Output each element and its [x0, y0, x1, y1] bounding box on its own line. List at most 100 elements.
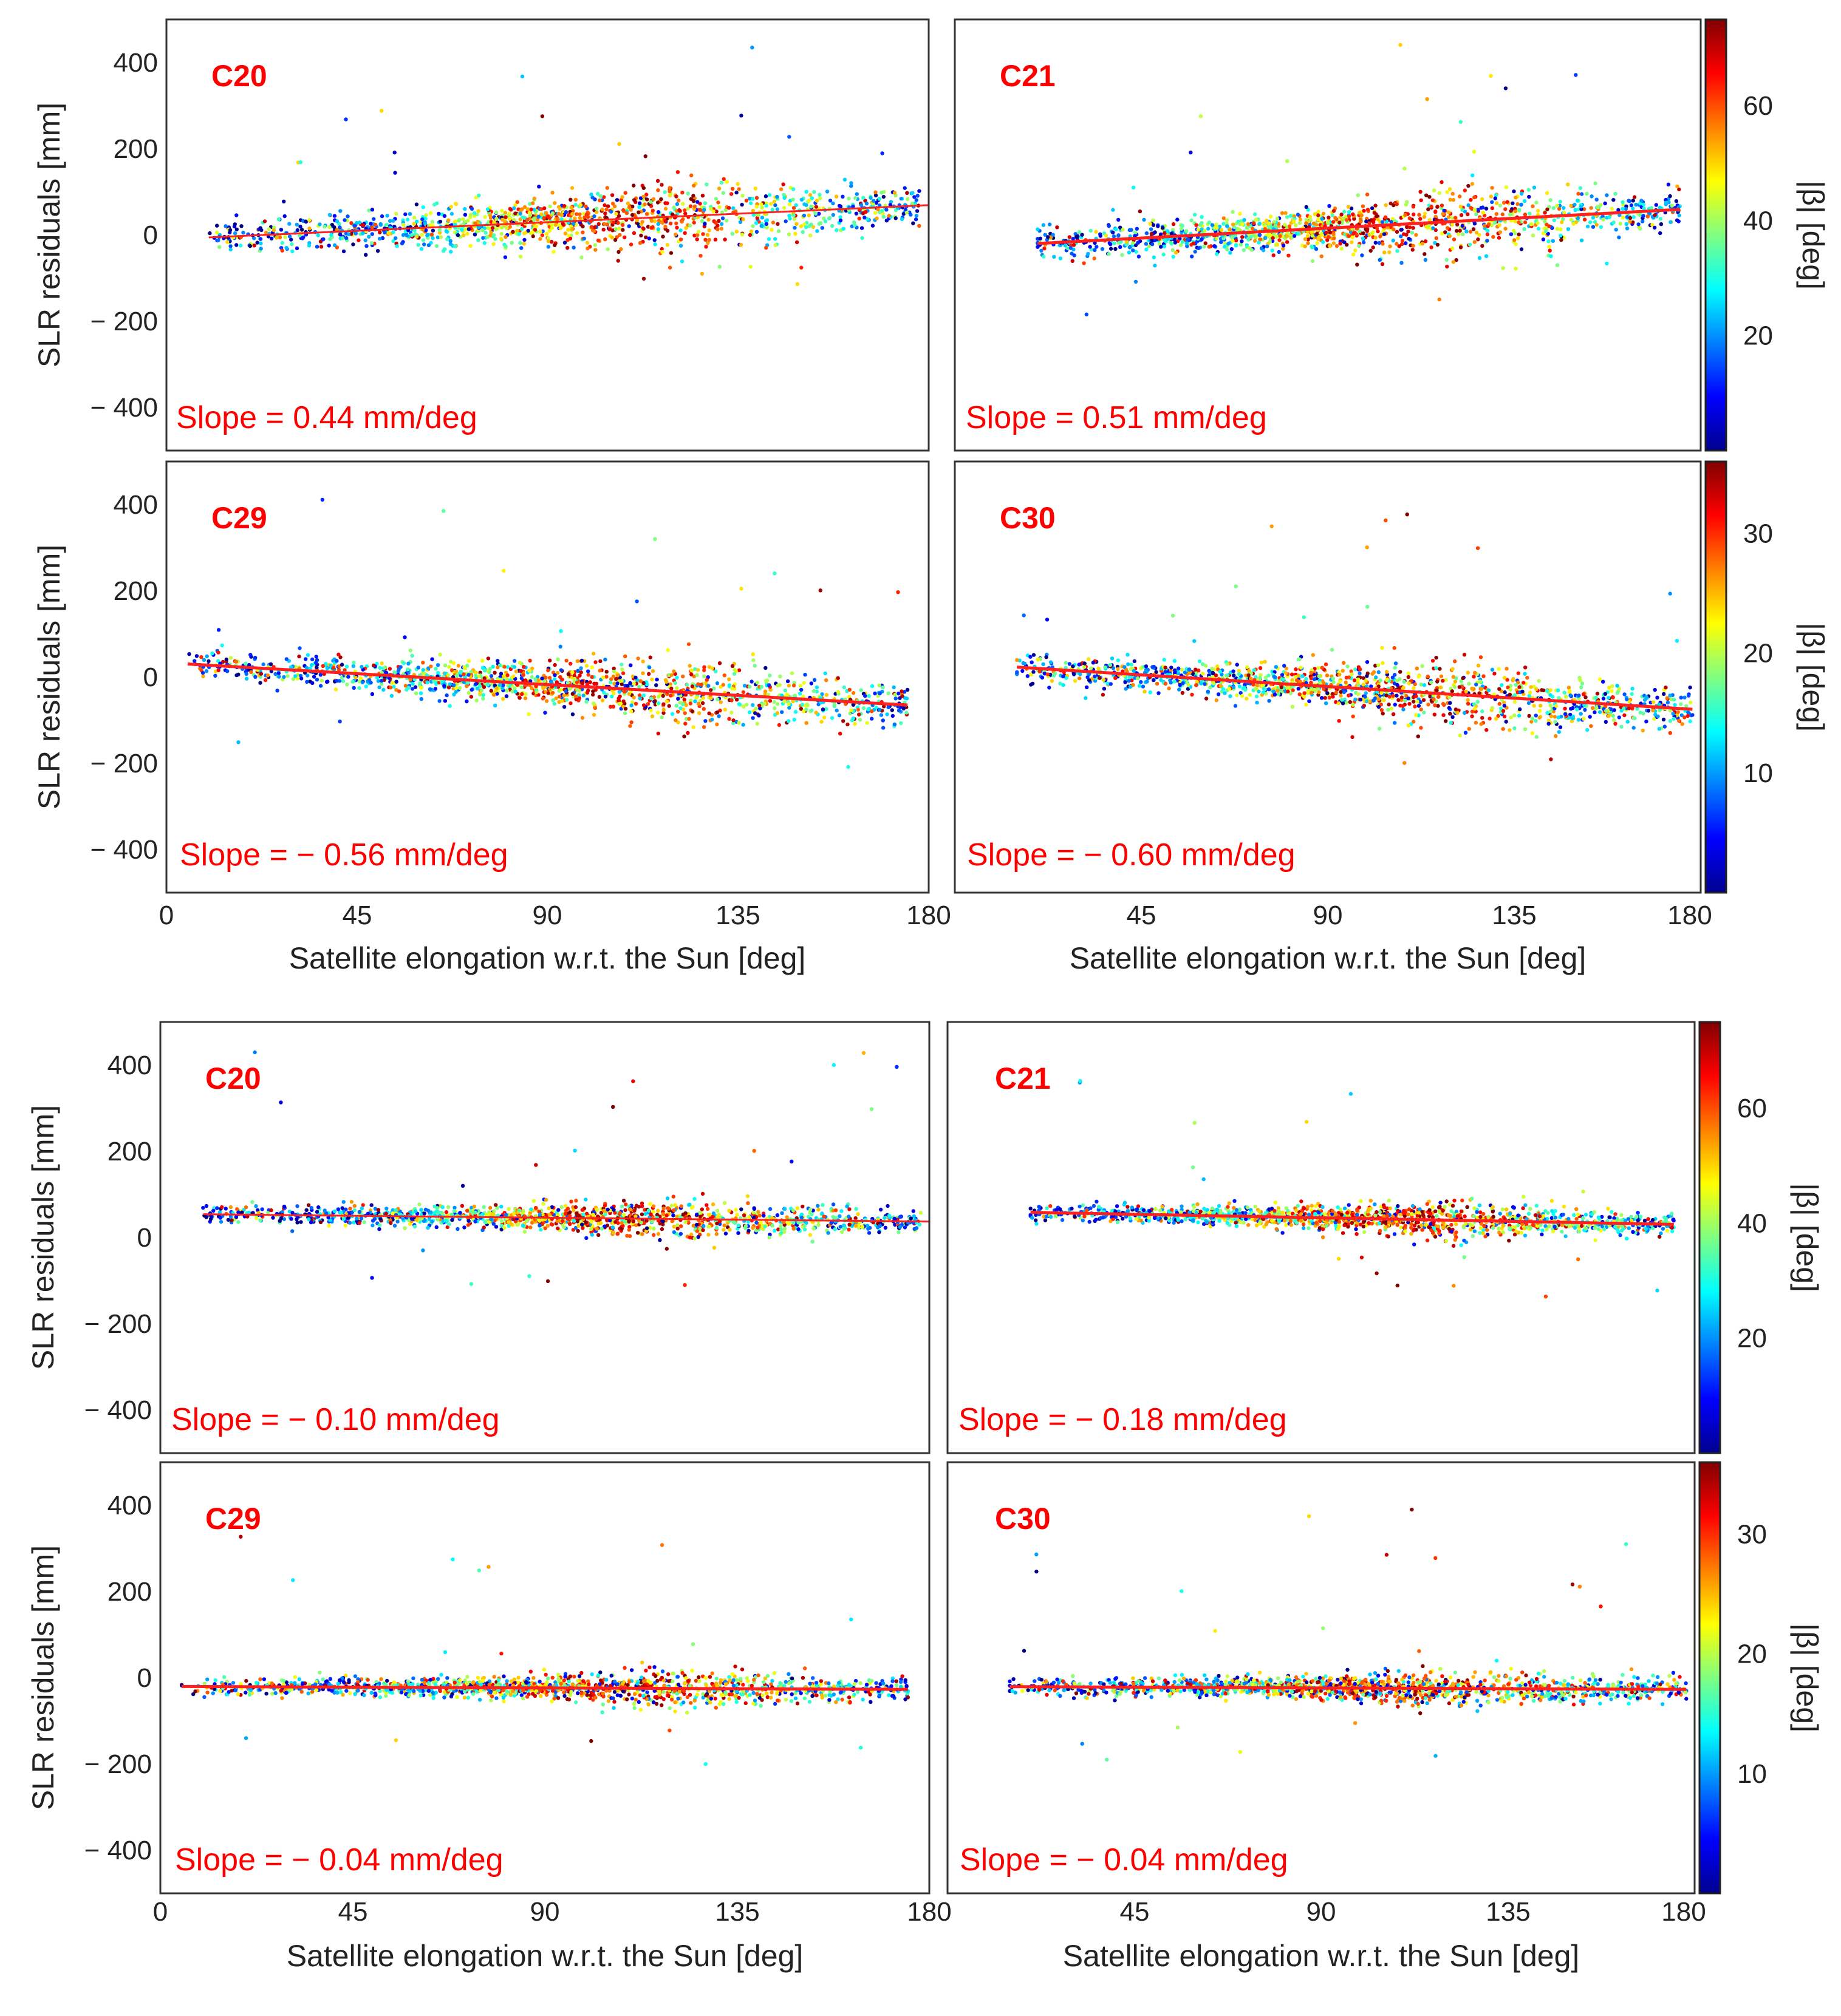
data-point	[790, 671, 794, 676]
data-point	[647, 665, 652, 670]
data-point	[504, 244, 508, 249]
data-point	[693, 667, 697, 672]
data-point	[370, 692, 375, 696]
data-point	[1556, 688, 1560, 693]
data-point	[1345, 664, 1350, 669]
data-point	[1631, 220, 1635, 225]
data-point	[1178, 243, 1183, 247]
data-point	[1237, 669, 1242, 673]
data-point	[352, 660, 356, 665]
data-point	[228, 247, 233, 252]
data-point	[1590, 194, 1594, 199]
data-point	[638, 196, 643, 200]
data-point	[1669, 220, 1673, 224]
data-point	[612, 666, 616, 671]
data-point	[268, 662, 273, 667]
data-point	[565, 245, 570, 250]
data-point	[1277, 238, 1282, 242]
data-point	[255, 240, 259, 245]
data-point	[1347, 214, 1351, 219]
data-point	[861, 196, 866, 200]
data-point	[695, 233, 700, 237]
data-point	[914, 198, 919, 202]
data-point	[1386, 707, 1390, 712]
data-point	[1545, 207, 1549, 211]
data-point	[310, 663, 314, 667]
data-point	[383, 665, 388, 670]
data-point	[1464, 230, 1469, 234]
data-point	[476, 238, 480, 242]
data-point	[823, 219, 828, 223]
data-point	[880, 191, 884, 195]
data-point	[258, 226, 262, 230]
data-point	[705, 233, 710, 237]
data-point	[721, 683, 726, 687]
data-point	[1360, 253, 1364, 257]
data-point	[1127, 245, 1132, 250]
data-point	[1429, 204, 1433, 209]
data-point	[575, 231, 579, 236]
data-point	[578, 216, 582, 220]
data-point	[1238, 242, 1243, 247]
data-point	[401, 222, 406, 227]
data-point	[418, 691, 423, 695]
data-point	[315, 245, 319, 249]
data-point	[446, 673, 451, 677]
data-point	[886, 705, 890, 709]
data-point	[1144, 247, 1149, 252]
data-point	[1384, 203, 1388, 208]
data-point	[641, 703, 646, 707]
data-point	[1349, 206, 1354, 211]
data-point	[579, 255, 584, 260]
data-point	[1313, 212, 1317, 216]
data-point	[714, 209, 719, 214]
data-point	[1337, 220, 1342, 225]
data-point	[668, 265, 672, 270]
data-point	[1321, 211, 1326, 216]
data-point	[454, 219, 458, 223]
data-point	[1641, 202, 1646, 206]
data-point	[1172, 679, 1177, 684]
data-point	[1666, 182, 1671, 186]
data-point	[432, 202, 437, 207]
data-point	[1315, 241, 1319, 245]
data-point	[609, 677, 613, 681]
data-point	[1085, 685, 1089, 690]
data-point	[1580, 192, 1584, 196]
data-point	[239, 224, 244, 228]
data-point	[1381, 242, 1385, 246]
data-point	[870, 717, 874, 721]
data-point	[873, 211, 878, 215]
data-point	[392, 684, 396, 689]
data-point	[1347, 234, 1351, 238]
data-point	[1420, 242, 1425, 246]
data-point	[763, 194, 768, 199]
data-point	[1399, 228, 1404, 232]
data-point	[694, 695, 698, 700]
data-point	[616, 220, 620, 225]
data-point	[499, 237, 504, 241]
data-point	[318, 239, 323, 243]
data-point	[578, 212, 582, 217]
data-point	[1513, 231, 1517, 236]
data-point	[1401, 707, 1406, 712]
data-point	[1412, 213, 1416, 217]
data-point	[660, 250, 664, 254]
data-point	[638, 240, 643, 245]
data-point	[862, 216, 867, 220]
data-point	[244, 672, 248, 676]
data-point	[528, 202, 532, 206]
data-point	[596, 222, 601, 226]
data-point	[489, 220, 493, 224]
data-point	[1285, 234, 1289, 239]
data-point	[1658, 231, 1662, 236]
data-point	[1145, 679, 1149, 684]
data-point	[1369, 684, 1373, 689]
data-point	[1612, 708, 1616, 712]
data-point	[665, 228, 670, 233]
data-point	[1214, 698, 1219, 703]
data-point	[400, 241, 405, 246]
data-point	[1074, 234, 1079, 239]
data-point	[584, 664, 589, 668]
data-point	[1133, 279, 1138, 284]
